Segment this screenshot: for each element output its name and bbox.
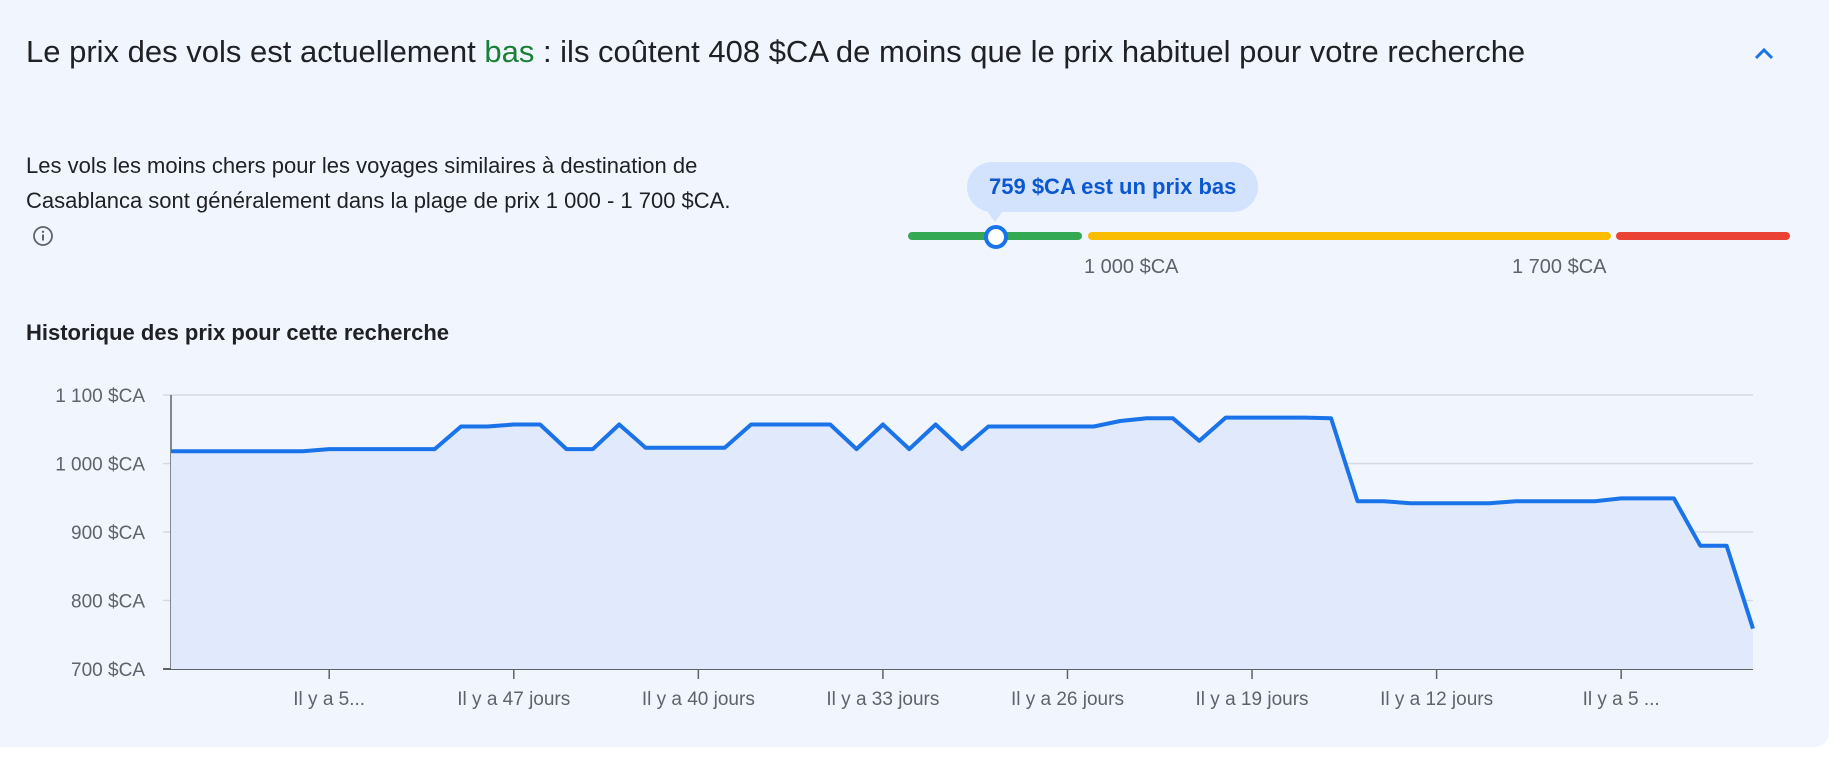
x-tick-label: Il y a 19 jours (1196, 689, 1309, 710)
price-status-heading: Le prix des vols est actuellement bas : … (26, 30, 1706, 74)
chevron-up-icon[interactable] (1748, 38, 1780, 70)
info-icon[interactable] (32, 222, 54, 246)
x-tick-label: Il y a 5 ... (1583, 689, 1660, 710)
price-status-label: bas (484, 34, 535, 69)
price-history-chart[interactable]: 1 100 $CA 1 000 $CA 900 $CA 800 $CA 700 $CA I… (0, 370, 1834, 730)
description-text: Les vols les moins chers pour les voyage… (26, 153, 731, 213)
y-tick-label: 800 $CA (71, 592, 145, 613)
x-tick-label: Il y a 5... (293, 689, 365, 710)
y-tick-label: 1 000 $CA (55, 455, 145, 476)
title-suffix: : ils coûtent 408 $CA de moins que le pr… (534, 34, 1526, 69)
low-threshold-label: 1 000 $CA (1084, 256, 1179, 278)
current-price-marker (984, 225, 1008, 249)
high-threshold-label: 1 700 $CA (1512, 256, 1607, 278)
y-tick-label: 900 $CA (71, 523, 145, 544)
x-tick-label: Il y a 26 jours (1011, 689, 1124, 710)
x-tick-label: Il y a 40 jours (642, 689, 755, 710)
title-prefix: Le prix des vols est actuellement (26, 34, 485, 69)
price-line (171, 415, 1755, 630)
price-insights-card: Le prix des vols est actuellement bas : … (0, 0, 1829, 747)
y-tick-label: 700 $CA (71, 660, 145, 681)
typical-price-description: Les vols les moins chers pour les voyage… (26, 148, 736, 253)
x-tick-label: Il y a 12 jours (1380, 689, 1493, 710)
x-tick-label: Il y a 47 jours (457, 689, 570, 710)
price-history-title: Historique des prix pour cette recherche (26, 320, 450, 345)
current-price-tooltip: 759 $CA est un prix bas (967, 162, 1259, 222)
y-tick-label: 1 100 $CA (55, 386, 145, 407)
x-tick-label: Il y a 33 jours (826, 689, 939, 710)
typical-price-segment (1088, 232, 1611, 240)
price-area (171, 417, 1753, 669)
high-price-segment (1616, 232, 1790, 240)
